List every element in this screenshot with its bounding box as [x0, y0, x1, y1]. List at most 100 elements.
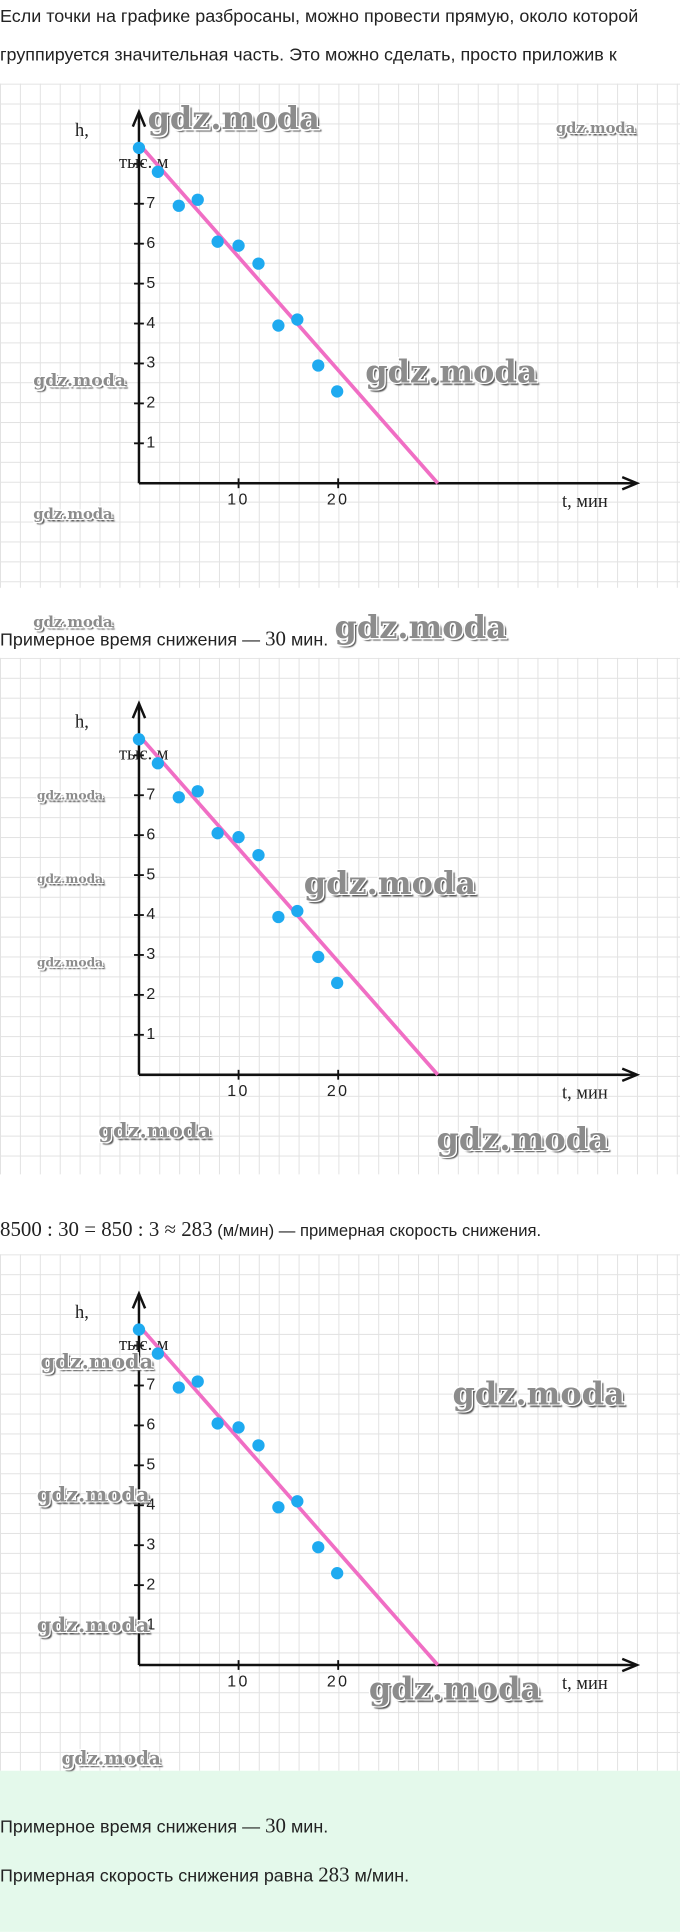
data-point [232, 239, 245, 252]
data-point [272, 910, 285, 924]
data-point [151, 165, 165, 178]
text: мин. [285, 1817, 329, 1838]
y-tick-label: 6 [146, 1417, 155, 1434]
watermark: gdz.moda [36, 873, 104, 887]
watermark: gdz.moda [40, 1350, 154, 1375]
data-point [132, 733, 146, 746]
watermark: gdz.moda [36, 1483, 150, 1508]
data-point [252, 1439, 265, 1452]
watermark: gdz.moda [147, 100, 320, 138]
math: 30 [265, 1813, 286, 1838]
data-point [132, 141, 146, 154]
watermark: gdz.moda [334, 609, 507, 647]
data-point [272, 319, 285, 332]
y-tick-label: 3 [146, 946, 155, 963]
watermark: gdz.moda [452, 1376, 625, 1413]
data-point [132, 1323, 146, 1336]
data-point [312, 1541, 325, 1554]
x-tick-label: 10 [227, 1083, 250, 1100]
data-point [291, 904, 304, 918]
paragraph-line: группируется значительная часть. Это мож… [0, 45, 617, 66]
y-axis-label: h, [75, 1302, 89, 1322]
x-tick-label: 20 [327, 492, 350, 509]
y-tick-label: 3 [146, 355, 155, 372]
data-point [211, 235, 224, 248]
x-axis-label: t, мин [562, 1673, 608, 1693]
y-tick-label: 5 [146, 866, 155, 883]
y-axis-label: h, [75, 712, 89, 732]
watermark: gdz.moda [36, 956, 104, 971]
data-point [211, 1417, 224, 1430]
data-point [191, 1375, 204, 1388]
text: Примерное время снижения — [0, 630, 266, 651]
y-axis-arrow [131, 108, 147, 128]
paragraph: Примерное время снижения — 30 мин. [0, 628, 328, 651]
data-point [312, 359, 325, 372]
y-tick-label: 2 [146, 395, 155, 412]
watermark: gdz.moda [98, 1119, 211, 1144]
data-point [331, 976, 344, 990]
paragraph: 8500 : 30 = 850 : 3 ≈ 283 (м/мин) — прим… [0, 1217, 542, 1242]
y-tick-label: 1 [146, 435, 155, 452]
paragraph-line: Если точки на графике разбросаны, можно … [0, 7, 639, 28]
paragraph: Примерная скорость снижения равна 283 м/… [0, 1864, 409, 1887]
watermark: gdz.moda [436, 1121, 609, 1159]
math: 30 [265, 627, 286, 651]
y-tick-label: 4 [146, 1497, 155, 1514]
x-axis-label: t, мин [562, 491, 608, 511]
y-axis-arrow [131, 1290, 147, 1309]
text: Примерное время снижения — [0, 1817, 266, 1838]
data-point [291, 313, 304, 326]
y-tick-label: 1 [146, 1616, 155, 1633]
watermark: gdz.moda [33, 505, 113, 523]
watermark: gdz.moda [33, 613, 113, 631]
data-point [331, 385, 344, 398]
y-axis-label: h, [75, 120, 89, 140]
text: м/мин. [349, 1866, 410, 1887]
data-point [252, 257, 265, 270]
watermark: gdz.moda [61, 1747, 161, 1770]
y-tick-label: 2 [146, 1576, 155, 1593]
x-tick-label: 20 [327, 1673, 350, 1690]
trend-line [137, 142, 440, 485]
y-tick-label: 2 [146, 986, 155, 1003]
watermark: gdz.moda [555, 119, 636, 137]
answer-box: Примерное время снижения — 30 мин. Приме… [0, 1770, 680, 1932]
x-axis-arrow [621, 475, 641, 491]
data-point [291, 1495, 304, 1508]
y-tick-label: 5 [146, 275, 155, 292]
math: 8500 : 30 = 850 : 3 ≈ 283 [0, 1217, 213, 1241]
y-tick-label: 7 [146, 1377, 155, 1394]
watermark: gdz.moda [36, 789, 104, 803]
data-point [272, 1501, 285, 1514]
text: (м/мин) — примерная скорость снижения. [212, 1221, 542, 1240]
data-point [232, 1421, 245, 1434]
y-tick-label: 1 [146, 1026, 155, 1043]
trend-line [137, 734, 440, 1076]
data-point [211, 827, 224, 840]
data-point [172, 199, 185, 212]
data-point [312, 950, 325, 964]
watermark: gdz.moda [365, 354, 538, 392]
data-point [172, 1381, 185, 1394]
data-point [252, 848, 265, 862]
x-tick-label: 20 [327, 1083, 350, 1100]
y-tick-label: 6 [146, 235, 155, 252]
data-point [191, 785, 204, 798]
watermark: gdz.moda [303, 865, 476, 903]
data-point [232, 831, 245, 844]
y-tick-label: 3 [146, 1536, 155, 1553]
x-tick-label: 10 [227, 492, 250, 509]
x-tick-label: 10 [227, 1673, 250, 1690]
data-point [172, 791, 185, 804]
y-axis-arrow [131, 700, 147, 719]
watermark: gdz.moda [368, 1671, 542, 1709]
y-tick-label: 4 [146, 315, 155, 332]
y-tick-label: 6 [146, 826, 155, 843]
data-point [331, 1567, 344, 1580]
y-tick-label: 7 [146, 786, 155, 803]
y-tick-label: 4 [146, 906, 155, 923]
text: Примерная скорость снижения равна [0, 1866, 319, 1887]
